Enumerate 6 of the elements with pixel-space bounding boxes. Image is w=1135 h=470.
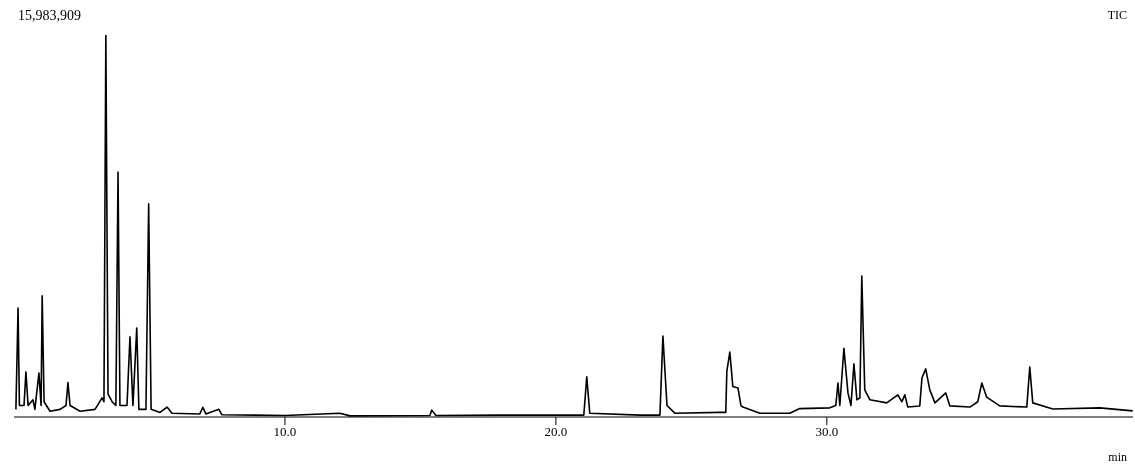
x-tick-label: 20.0 bbox=[544, 424, 568, 440]
x-tick-label: 10.0 bbox=[273, 424, 297, 440]
x-tick-label: 30.0 bbox=[815, 424, 839, 440]
text: 15,983,909 bbox=[18, 8, 81, 24]
text: TIC bbox=[1107, 8, 1127, 23]
x-axis-title: min bbox=[1108, 450, 1127, 465]
